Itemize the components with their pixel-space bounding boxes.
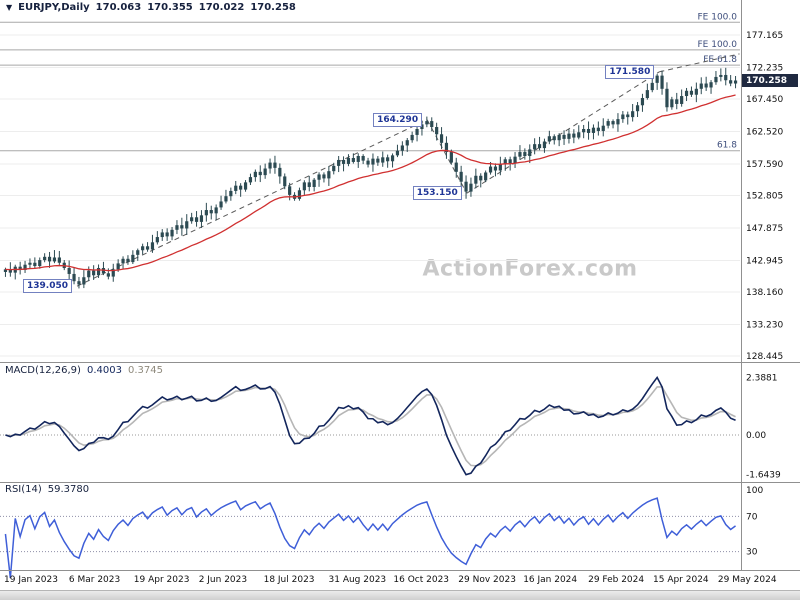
price-annotation[interactable]: 164.290: [373, 112, 423, 127]
rsi-axis-tick: 70: [746, 512, 758, 522]
price-axis-tick: 138.160: [746, 288, 783, 298]
panel-separators: [0, 0, 800, 571]
date-axis-label: 18 Jul 2023: [264, 575, 315, 585]
svg-text:FE 100.0: FE 100.0: [698, 12, 738, 22]
macd-line: [5, 375, 736, 476]
macd-signal-line: [5, 386, 736, 467]
price-axis-tick: 167.450: [746, 95, 783, 105]
svg-text:FE 61.8: FE 61.8: [703, 55, 737, 65]
rsi-panel: [0, 497, 740, 579]
macd-axis-labels: 2.3881 0.00 -1.6439: [746, 373, 781, 480]
price-axis-tick: 142.945: [746, 256, 783, 266]
fib-level-lines: FE 100.0 FE 100.0 FE 61.8 61.8: [0, 12, 740, 152]
svg-text:61.8: 61.8: [717, 141, 737, 151]
macd-axis-tick: 2.3881: [746, 373, 778, 383]
price-axis-tick: 157.590: [746, 160, 783, 170]
date-axis-label: 29 Feb 2024: [588, 575, 644, 585]
current-price-tag: 170.258: [742, 74, 798, 87]
macd-title: MACD(12,26,9): [5, 365, 81, 376]
rsi-value: 59.3780: [47, 484, 90, 495]
ohlc-high: 170.355: [147, 2, 193, 13]
macd-value: 0.4003: [86, 365, 122, 376]
moving-average-line: [5, 94, 736, 272]
date-axis-label: 6 Mar 2023: [69, 575, 120, 585]
price-axis-tick: 147.875: [746, 224, 783, 234]
macd-axis-tick: -1.6439: [746, 471, 781, 481]
price-axis-tick: 133.230: [746, 320, 783, 330]
price-axis-tick: 177.165: [746, 31, 783, 41]
ohlc-close: 170.258: [250, 2, 296, 13]
price-axis-tick: 152.805: [746, 192, 783, 202]
time-axis-labels: 19 Jan 2023 6 Mar 2023 19 Apr 2023 2 Jun 20…: [4, 575, 777, 585]
ohlc-low: 170.022: [198, 2, 245, 13]
trend-lines: [76, 53, 740, 287]
price-axis-tick: 128.445: [746, 352, 783, 362]
rsi-axis-tick: 100: [746, 486, 763, 496]
macd-axis-tick: 0.00: [746, 431, 766, 441]
macd-panel: [0, 375, 740, 476]
price-annotation[interactable]: 139.050: [23, 279, 72, 294]
rsi-indicator-label: RSI(14) 59.3780: [5, 484, 89, 495]
date-axis-label: 29 May 2024: [718, 575, 777, 585]
macd-indicator-label: MACD(12,26,9) 0.4003 0.3745: [5, 365, 163, 376]
price-gridlines: [0, 34, 740, 357]
symbol-title: EURJPY,Daily: [18, 2, 90, 13]
price-annotation[interactable]: 171.580: [605, 64, 655, 79]
rsi-axis-tick: 30: [746, 548, 758, 558]
date-axis-label: 16 Jan 2024: [523, 575, 577, 585]
price-axis-tick: 162.520: [746, 127, 783, 137]
symbol-marker-icon: ▼: [6, 3, 13, 12]
price-axis-labels: 177.165 172.235 167.450 162.520 157.590 152.8…: [746, 31, 783, 362]
date-axis-label: 19 Apr 2023: [134, 575, 190, 585]
macd-signal-value: 0.3745: [127, 365, 163, 376]
date-axis-label: 16 Oct 2023: [393, 575, 449, 585]
date-axis-label: 15 Apr 2024: [653, 575, 709, 585]
bottom-bar: [0, 590, 800, 600]
date-axis-label: 19 Jan 2023: [4, 575, 58, 585]
chart-header: ▼ EURJPY,Daily 170.063 170.355 170.022 1…: [6, 2, 296, 13]
price-axis-tick: 172.235: [746, 63, 783, 73]
rsi-axis-labels: 100 70 30: [746, 486, 763, 558]
rsi-line: [4, 497, 736, 579]
candles: [3, 67, 738, 289]
svg-text:FE 100.0: FE 100.0: [698, 40, 738, 50]
date-axis-label: 29 Nov 2023: [458, 575, 516, 585]
ohlc-open: 170.063: [95, 2, 142, 13]
date-axis-label: 2 Jun 2023: [199, 575, 247, 585]
price-annotation[interactable]: 153.150: [412, 186, 462, 201]
date-axis-label: 31 Aug 2023: [329, 575, 387, 585]
rsi-title: RSI(14): [5, 484, 42, 495]
